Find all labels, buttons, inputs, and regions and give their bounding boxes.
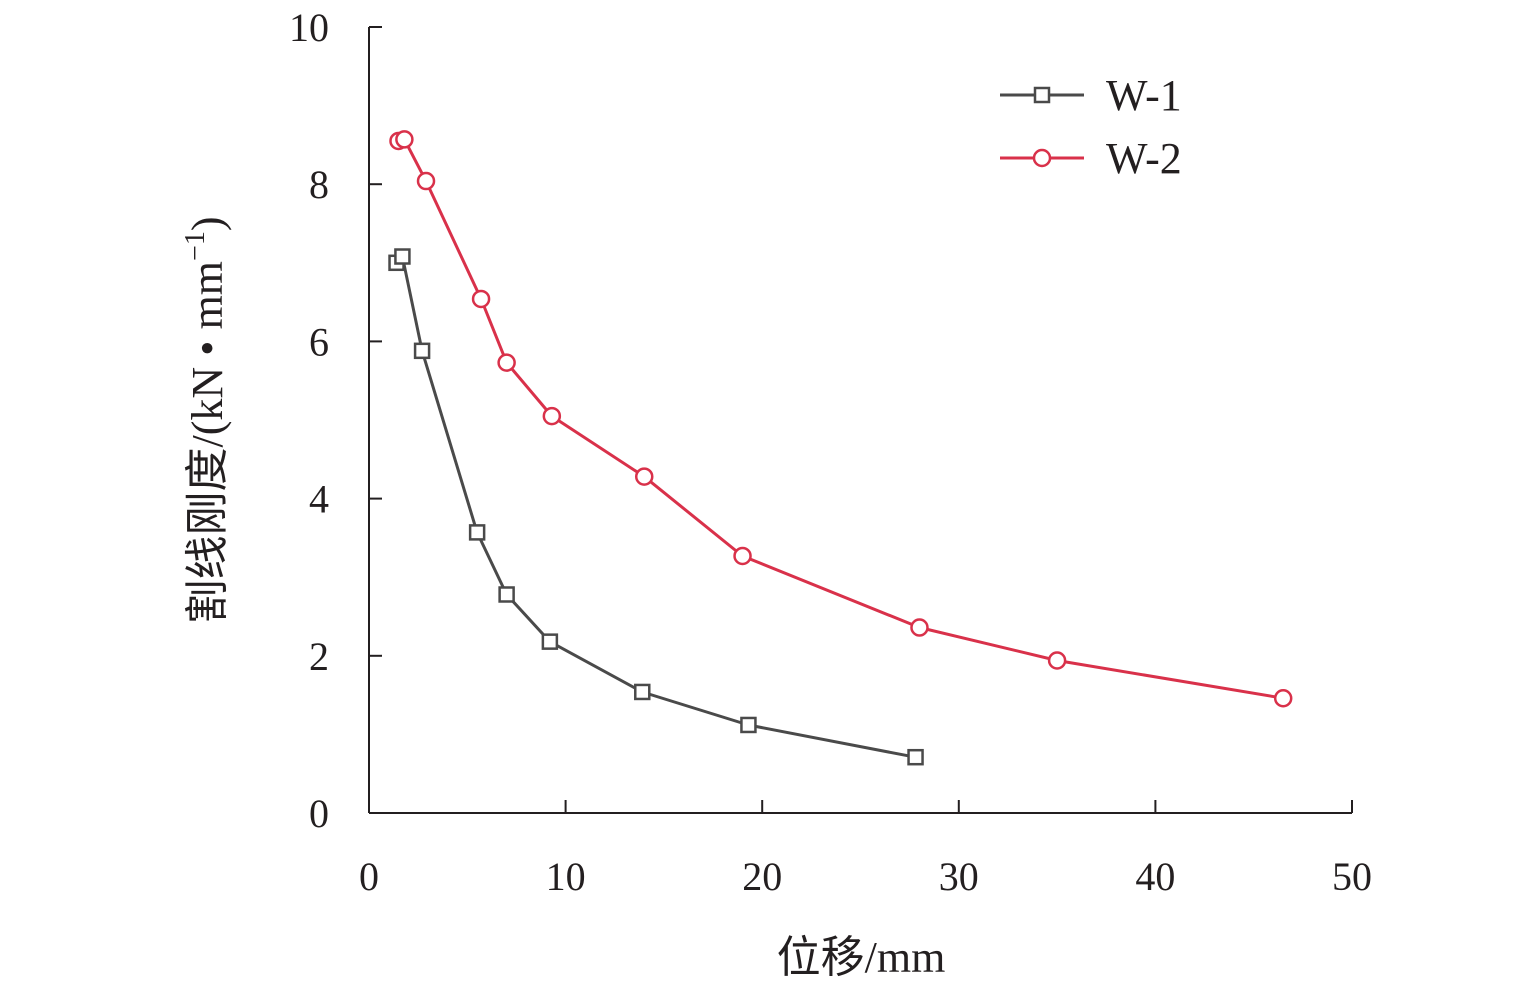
legend-item: W-2 [1000, 134, 1182, 183]
data-point [733, 546, 752, 566]
series-line [398, 137, 1284, 700]
series-line [395, 255, 916, 759]
y-tick-label: 6 [309, 319, 329, 364]
x-tick-label: 10 [546, 854, 586, 899]
y-axis-label-superscript: −1 [180, 231, 211, 261]
data-point [1047, 651, 1067, 670]
y-axis-label-close: ) [183, 217, 232, 232]
data-point [394, 248, 411, 265]
data-point [907, 748, 924, 766]
data-point [413, 342, 431, 360]
y-tick-label: 0 [309, 791, 329, 836]
y-tick-label: 8 [309, 162, 329, 207]
data-point [395, 130, 414, 149]
y-tick-label: 2 [309, 634, 329, 679]
x-tick-label: 0 [359, 854, 379, 899]
series [388, 130, 1293, 766]
data-point [497, 353, 516, 372]
data-point [1273, 688, 1293, 708]
data-point [498, 586, 515, 603]
data-point [542, 406, 562, 426]
data-point [634, 683, 651, 701]
data-point [740, 716, 757, 734]
y-tick-label: 10 [289, 5, 329, 50]
legend-label: W-2 [1106, 134, 1182, 183]
data-point [416, 171, 436, 191]
y-axis-label: 割线刚度/(kN • mm−1) [180, 217, 232, 624]
series-W-1 [388, 248, 924, 766]
legend-item: W-1 [1000, 71, 1182, 120]
ticks: 0 10 20 30 40 50 0 2 4 6 8 10 [289, 5, 1372, 899]
x-tick-label: 50 [1332, 854, 1372, 899]
legend-marker [1033, 86, 1051, 104]
data-point [471, 289, 491, 309]
x-tick-label: 20 [742, 854, 782, 899]
data-point [468, 524, 486, 541]
x-axis-label: 位移/mm [777, 933, 946, 982]
legend-marker [1032, 148, 1052, 168]
y-axis-label-main: 割线刚度/(kN • mm [183, 261, 232, 624]
data-point [541, 633, 559, 650]
data-point [910, 618, 929, 637]
legend: W-1W-2 [1000, 71, 1182, 183]
legend-label: W-1 [1106, 71, 1182, 120]
y-tick-label: 4 [309, 477, 329, 522]
x-tick-label: 30 [939, 854, 979, 899]
series-W-2 [389, 130, 1293, 708]
axes [368, 27, 1352, 814]
data-point [634, 467, 654, 486]
x-tick-label: 40 [1135, 854, 1175, 899]
